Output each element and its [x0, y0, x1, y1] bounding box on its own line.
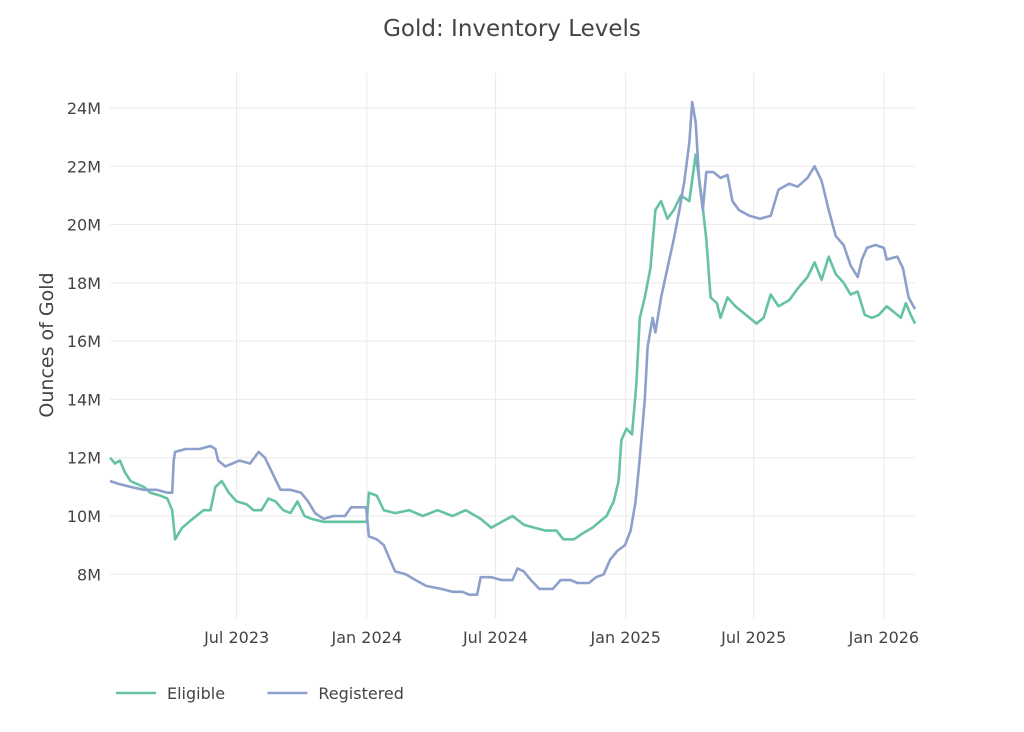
legend-label: Registered [318, 684, 404, 703]
x-tick-label: Jul 2023 [203, 628, 269, 647]
x-tick-label: Jul 2025 [720, 628, 786, 647]
x-tick-label: Jan 2025 [589, 628, 660, 647]
y-tick-label: 22M [67, 157, 101, 176]
legend-label: Eligible [167, 684, 225, 703]
x-axis-ticks: Jul 2023 Jan 2024 Jul 2024 Jan 2025 Jul 2025… [203, 628, 919, 647]
x-tick-label: Jul 2024 [462, 628, 528, 647]
x-tick-label: Jan 2024 [331, 628, 402, 647]
chart-title: Gold: Inventory Levels [383, 16, 641, 42]
series-lines [109, 100, 917, 597]
legend[interactable]: Eligible Registered [116, 684, 404, 703]
y-tick-label: 16M [67, 332, 101, 351]
gridlines [110, 73, 915, 618]
series-line-registered [109, 100, 917, 597]
legend-item-eligible[interactable]: Eligible [116, 684, 225, 703]
y-tick-label: 10M [67, 507, 101, 526]
y-axis-title: Ounces of Gold [36, 272, 58, 417]
series-line-eligible [109, 153, 917, 541]
y-tick-label: 24M [67, 99, 101, 118]
y-tick-label: 18M [67, 274, 101, 293]
y-axis-ticks: 8M 10M 12M 14M 16M 18M 20M 22M 24M [67, 99, 101, 584]
y-tick-label: 12M [67, 449, 101, 468]
legend-item-registered[interactable]: Registered [267, 684, 404, 703]
x-tick-label: Jan 2026 [848, 628, 919, 647]
y-tick-label: 14M [67, 390, 101, 409]
y-tick-label: 20M [67, 216, 101, 235]
y-tick-label: 8M [77, 565, 101, 584]
